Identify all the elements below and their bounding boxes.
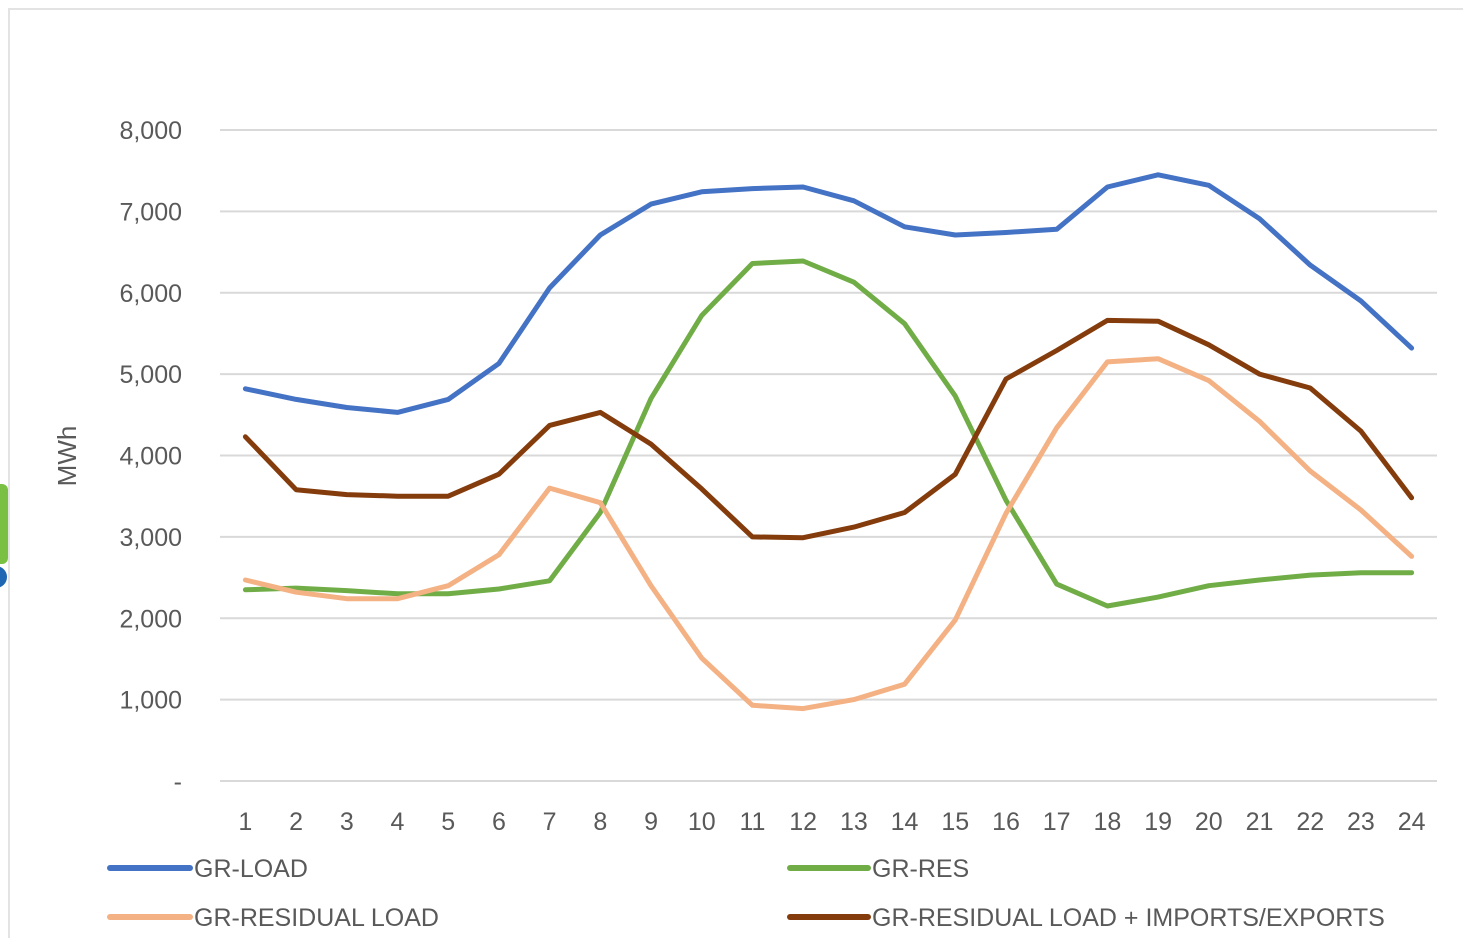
y-tick-label: 6,000 <box>119 280 182 308</box>
x-tick-label: 20 <box>1195 808 1223 836</box>
x-tick-label: 12 <box>789 808 817 836</box>
x-tick-label: 7 <box>543 808 557 836</box>
series-line-gr-residual-load-imports-exports <box>242 317 1415 541</box>
x-tick-label: 8 <box>593 808 607 836</box>
legend-label: GR-RESIDUAL LOAD + IMPORTS/EXPORTS <box>872 904 1385 932</box>
left-edge-blue-shape <box>0 566 7 588</box>
legend-label: GR-RES <box>872 855 969 883</box>
series-line-gr-res <box>242 258 1415 609</box>
y-axis-label: MWh <box>52 426 82 487</box>
series-line-gr-load <box>242 172 1415 415</box>
x-tick-label: 17 <box>1043 808 1071 836</box>
x-tick-label: 13 <box>840 808 868 836</box>
y-tick-label: 5,000 <box>119 361 182 389</box>
y-tick-label: - <box>174 768 182 796</box>
legend-item: GR-RESIDUAL LOAD <box>107 904 439 932</box>
chart-frame <box>8 8 1463 938</box>
x-tick-label: 2 <box>289 808 303 836</box>
x-tick-label: 9 <box>644 808 658 836</box>
x-tick-label: 14 <box>891 808 919 836</box>
x-tick-label: 10 <box>688 808 716 836</box>
y-tick-label: 3,000 <box>119 524 182 552</box>
left-edge-green-shape <box>0 484 8 564</box>
x-tick-label: 3 <box>340 808 354 836</box>
y-tick-label: 7,000 <box>119 198 182 226</box>
gridlines <box>220 129 1437 782</box>
y-axis-tick-labels: - 1,000 2,000 3,000 4,000 5,000 6,000 7,000 8,00… <box>119 117 182 796</box>
x-tick-label: 19 <box>1144 808 1172 836</box>
x-tick-label: 21 <box>1246 808 1274 836</box>
x-tick-label: 23 <box>1347 808 1375 836</box>
x-tick-label: 24 <box>1398 808 1426 836</box>
y-tick-label: 1,000 <box>119 687 182 715</box>
legend-label: GR-RESIDUAL LOAD <box>194 904 439 932</box>
x-tick-label: 18 <box>1093 808 1121 836</box>
y-tick-label: 4,000 <box>119 443 182 471</box>
x-tick-label: 4 <box>391 808 405 836</box>
legend-label: GR-LOAD <box>194 855 308 883</box>
x-tick-label: 22 <box>1296 808 1324 836</box>
x-tick-label: 11 <box>739 808 765 836</box>
legend: GR-LOAD GR-RES GR-RESIDUAL LOAD GR-RESIDUAL… <box>107 855 1385 932</box>
x-tick-label: 15 <box>941 808 969 836</box>
legend-item: GR-RESIDUAL LOAD + IMPORTS/EXPORTS <box>787 904 1385 932</box>
x-tick-label: 16 <box>992 808 1020 836</box>
y-tick-label: 2,000 <box>119 605 182 633</box>
x-tick-label: 6 <box>492 808 506 836</box>
x-tick-label: 1 <box>238 808 252 836</box>
y-tick-label: 8,000 <box>119 117 182 145</box>
x-tick-label: 5 <box>441 808 455 836</box>
legend-item: GR-RES <box>787 855 969 883</box>
series-line-gr-residual-load <box>242 356 1415 712</box>
left-edge-badge-fragment <box>0 484 8 588</box>
x-axis-tick-labels: 1 2 3 4 5 6 7 8 9 10 11 12 13 14 15 16 17 18 19 20 21 22 23 24 <box>238 808 1425 836</box>
series-lines <box>242 172 1415 712</box>
legend-item: GR-LOAD <box>107 855 308 883</box>
